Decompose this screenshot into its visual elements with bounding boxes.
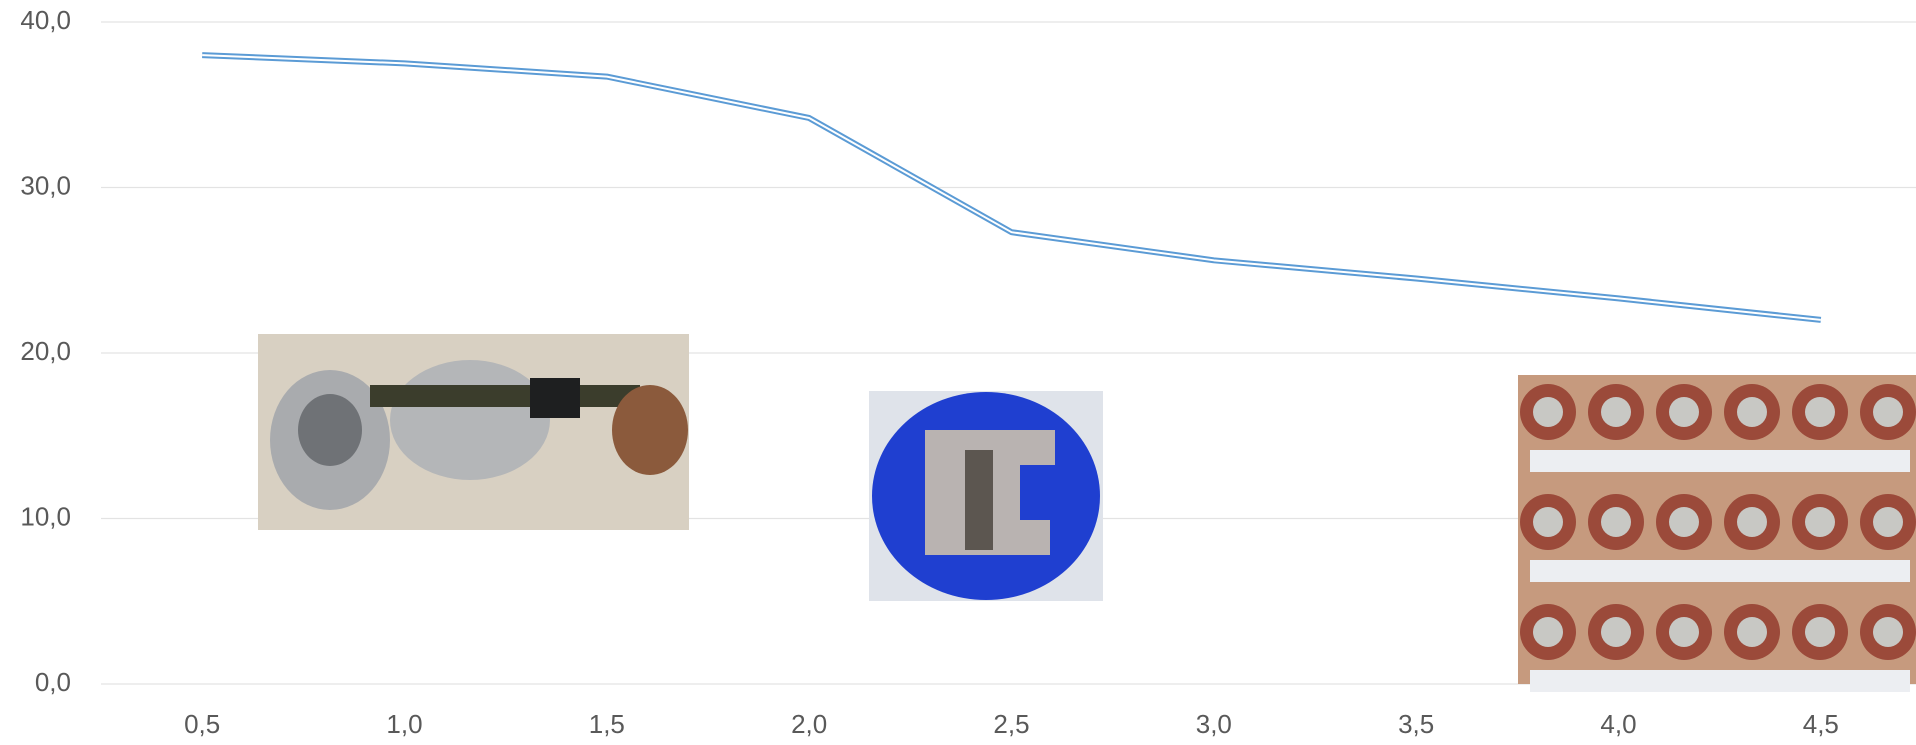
photo-cup-insert <box>1737 507 1767 537</box>
photos <box>258 334 1916 692</box>
photo-cup-insert <box>1805 397 1835 427</box>
x-tick-label: 4,0 <box>1600 709 1636 739</box>
photo-cup-insert <box>1805 507 1835 537</box>
x-tick-label: 1,0 <box>386 709 422 739</box>
photo-cup-insert <box>1669 617 1699 647</box>
photo-cup-insert <box>1669 507 1699 537</box>
photo-caliper-slider <box>530 378 580 418</box>
x-tick-label: 3,5 <box>1398 709 1434 739</box>
photo-cup-insert <box>1873 617 1903 647</box>
x-tick-label: 2,5 <box>993 709 1029 739</box>
photo-cup-insert <box>1533 397 1563 427</box>
x-tick-label: 4,5 <box>1803 709 1839 739</box>
x-tick-label: 3,0 <box>1196 709 1232 739</box>
series-line-inner <box>202 54 1821 321</box>
photo-cup-insert <box>1533 507 1563 537</box>
x-tick-label: 2,0 <box>791 709 827 739</box>
photo-label-strip <box>1530 560 1910 582</box>
photo-cup-insert <box>1669 397 1699 427</box>
photo-label-strip <box>1530 450 1910 472</box>
y-tick-label: 40,0 <box>20 5 71 35</box>
photo-cup-insert <box>1737 617 1767 647</box>
photo-caliper-bar <box>370 385 640 407</box>
photo-part <box>390 360 550 480</box>
photo-cup-insert <box>1737 397 1767 427</box>
y-tick-label: 0,0 <box>35 667 71 697</box>
photo-cup-insert <box>1601 617 1631 647</box>
x-tick-label: 1,5 <box>589 709 625 739</box>
photo-specimen-cut <box>965 450 993 550</box>
photo-label-strip <box>1530 670 1910 692</box>
y-tick-label: 20,0 <box>20 336 71 366</box>
photo-cup-insert <box>1805 617 1835 647</box>
x-tick-label: 0,5 <box>184 709 220 739</box>
photo-sample <box>869 391 1103 601</box>
photo-background <box>1518 375 1916 684</box>
photo-specimens <box>1518 375 1916 692</box>
lines <box>202 52 1822 323</box>
photo-cup-insert <box>1601 397 1631 427</box>
photo-cup-insert <box>1873 507 1903 537</box>
photo-part <box>298 394 362 466</box>
y-tick-label: 10,0 <box>20 501 71 531</box>
photo-caliper <box>258 334 689 530</box>
photo-cup-insert <box>1873 397 1903 427</box>
y-tick-label: 30,0 <box>20 170 71 200</box>
photo-cup-insert <box>1601 507 1631 537</box>
photo-cup-insert <box>1533 617 1563 647</box>
photo-hand <box>612 385 688 475</box>
